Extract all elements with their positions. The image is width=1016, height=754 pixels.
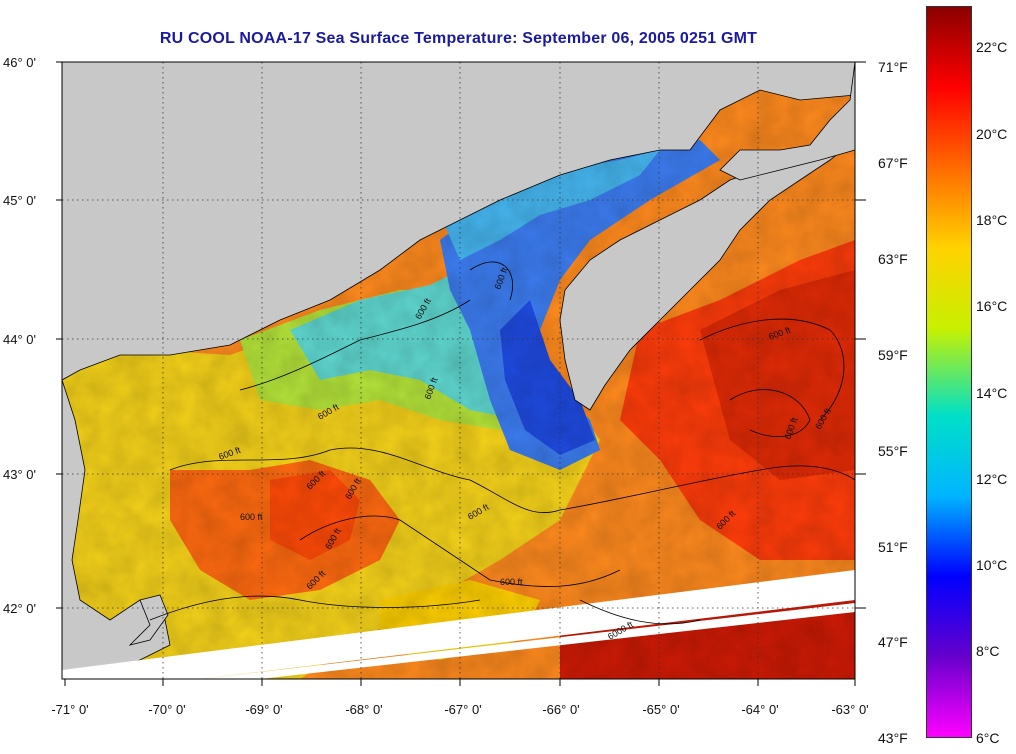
gridlines [62,62,855,679]
land-north [62,62,855,381]
lon-label: -71° 0' [51,702,89,717]
contour-label: 600 ft [500,577,523,587]
lon-label: -65° 0' [642,702,680,717]
map-title: RU COOL NOAA-17 Sea Surface Temperature:… [159,30,758,47]
fahrenheit-label: 55°F [878,443,908,459]
fahrenheit-label: 67°F [878,155,908,171]
lon-label: -70° 0' [148,702,186,717]
celsius-label: 22°C [976,39,1008,55]
map-frame [61,61,856,680]
lon-label: -67° 0' [444,702,482,717]
celsius-label: 18°C [976,212,1008,228]
land-nova-scotia-top [719,62,855,181]
no-data-swath [62,570,855,679]
fahrenheit-label: 63°F [878,251,908,267]
lon-label: -66° 0' [542,702,580,717]
lat-label: 46° 0' [3,55,36,70]
map-area: 600 ft 600 ft 600 ft 600 ft 600 ft 600 f… [62,62,855,679]
lon-label: -64° 0' [741,702,779,717]
lat-label: 45° 0' [3,193,36,208]
contour-label: 600 ft [240,512,263,522]
fahrenheit-label: 43°F [878,730,908,746]
axis-ticks [56,61,866,686]
fahrenheit-label: 51°F [878,539,908,555]
fahrenheit-label: 59°F [878,347,908,363]
fahrenheit-label: 71°F [878,59,908,75]
land-nova-scotia [559,139,855,411]
lon-label: -68° 0' [345,702,383,717]
lat-label: 43° 0' [3,467,36,482]
celsius-label: 14°C [976,385,1008,401]
celsius-label: 20°C [976,126,1008,142]
lat-label: 42° 0' [3,601,36,616]
celsius-label: 8°C [976,643,1000,659]
lat-label: 44° 0' [3,332,36,347]
lon-label: -63° 0' [831,702,869,717]
celsius-label: 16°C [976,298,1008,314]
celsius-label: 12°C [976,471,1008,487]
celsius-label: 10°C [976,557,1008,573]
lon-label: -69° 0' [245,702,283,717]
depth-contours [149,261,855,625]
temperature-colorbar [926,6,972,738]
celsius-label: 6°C [976,730,1000,746]
land-cape-hook [128,594,169,646]
fahrenheit-label: 47°F [878,634,908,650]
